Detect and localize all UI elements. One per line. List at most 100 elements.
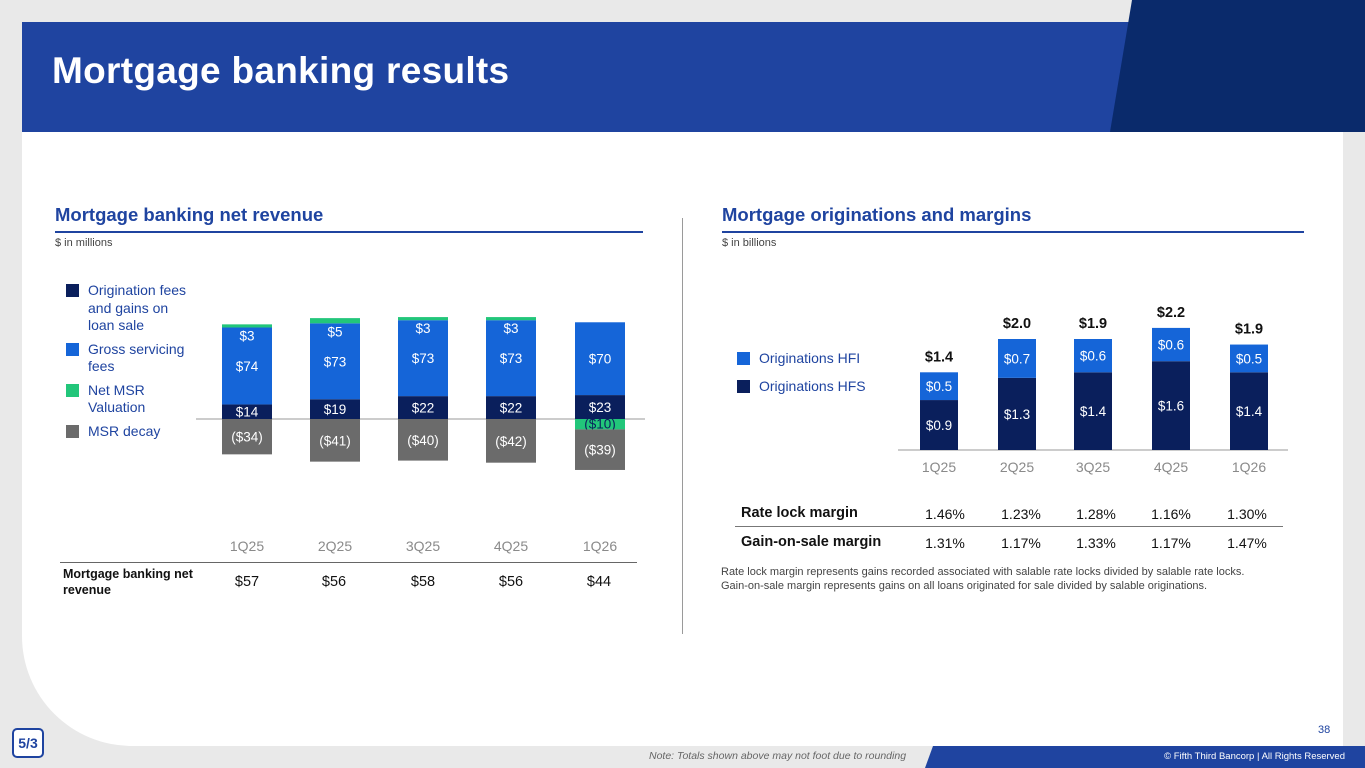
footnote-line: Gain-on-sale margin represents gains on … <box>721 579 1208 592</box>
revenue-rule <box>60 562 637 563</box>
x-tick-label: 3Q25 <box>406 538 440 554</box>
legend-item: Origination fees and gains on loan sale <box>66 282 196 335</box>
data-label: $0.7 <box>1004 351 1030 366</box>
legend-item: Originations HFS <box>737 378 866 396</box>
data-label: $74 <box>236 359 259 374</box>
data-label: $0.5 <box>1236 351 1262 366</box>
gain-on-sale-value: 1.47% <box>1227 535 1267 551</box>
rate-lock-value: 1.28% <box>1076 506 1116 522</box>
data-label: $19 <box>324 402 347 417</box>
gain-on-sale-value: 1.17% <box>1001 535 1041 551</box>
bar-origination-fees-and-gains-on-loan-sale <box>486 396 536 419</box>
bar-originations-hfs <box>1074 372 1112 450</box>
fifth-third-logo: 5/3 <box>12 728 44 758</box>
bar-originations-hfi <box>920 372 958 401</box>
bar-originations-hfs <box>1230 372 1268 450</box>
data-label: ($40) <box>407 433 439 448</box>
x-tick-label: 2Q25 <box>318 538 352 554</box>
revenue-value: $56 <box>498 574 524 590</box>
legend-label: Gross servicing fees <box>88 340 185 375</box>
data-label: $22 <box>500 401 523 416</box>
bar-msr-decay <box>222 419 272 455</box>
data-label: $1.6 <box>1158 399 1184 414</box>
total-label: $2.0 <box>1003 316 1031 332</box>
bar-origination-fees-and-gains-on-loan-sale <box>310 399 360 419</box>
bar-gross-servicing-fees <box>310 323 360 400</box>
legend-swatch <box>66 342 79 356</box>
legend-label: Originations HFI <box>759 350 861 366</box>
bar-originations-hfs <box>998 377 1036 450</box>
bar-originations-hfs <box>920 400 958 450</box>
x-tick-label: 1Q26 <box>583 538 617 554</box>
rate-lock-value: 1.23% <box>1001 506 1041 522</box>
margin-table-rule <box>735 526 1283 527</box>
x-tick-label: 4Q25 <box>1154 459 1188 475</box>
legend-item: Net MSR Valuation <box>66 382 196 417</box>
rounding-note: Note: Totals shown above may not foot du… <box>649 750 907 762</box>
revenue-value: $58 <box>410 574 436 590</box>
margin-footnote: Rate lock margin represents gains record… <box>721 566 1244 593</box>
total-label: $1.9 <box>1079 316 1107 332</box>
bar-net-msr-valuation <box>222 324 272 328</box>
revenue-value: $44 <box>586 574 612 590</box>
data-label: ($42) <box>495 434 527 449</box>
bar-origination-fees-and-gains-on-loan-sale <box>222 404 272 419</box>
bar-origination-fees-and-gains-on-loan-sale <box>398 396 448 419</box>
x-tick-label: 4Q25 <box>494 538 528 554</box>
bar-net-msr-valuation <box>575 419 625 430</box>
header-accent <box>1110 0 1365 132</box>
rate-lock-value: 1.46% <box>925 506 965 522</box>
right-legend: Originations HFI Originations HFS <box>737 350 866 405</box>
data-label: $0.6 <box>1158 338 1184 353</box>
revenue-value: $56 <box>321 574 347 590</box>
legend-swatch <box>66 383 79 397</box>
data-label: $22 <box>412 401 435 416</box>
bar-msr-decay <box>398 419 448 461</box>
bar-originations-hfi <box>1230 344 1268 373</box>
right-units: $ in billions <box>722 237 777 249</box>
copyright: © Fifth Third Bancorp | All Rights Reser… <box>1164 751 1345 762</box>
rate-lock-value: 1.30% <box>1227 506 1267 522</box>
legend-label: MSR decay <box>88 422 161 439</box>
data-label: $73 <box>324 354 347 369</box>
x-tick-label: 2Q25 <box>1000 459 1034 475</box>
right-section-title: Mortgage originations and margins <box>722 204 1032 225</box>
bar-gross-servicing-fees <box>486 320 536 397</box>
data-label: ($39) <box>584 443 616 458</box>
left-section-title: Mortgage banking net revenue <box>55 204 324 225</box>
x-tick-label: 3Q25 <box>1076 459 1110 475</box>
data-label: $3 <box>239 328 254 343</box>
data-label: $3 <box>503 321 518 336</box>
legend-item: Gross servicing fees <box>66 341 196 376</box>
bar-origination-fees-and-gains-on-loan-sale <box>575 395 625 419</box>
data-label: $1.4 <box>1236 404 1263 419</box>
data-label: $23 <box>589 400 612 415</box>
rate-lock-label: Rate lock margin <box>741 505 858 521</box>
bar-msr-decay <box>486 419 536 463</box>
x-tick-label: 1Q26 <box>1232 459 1266 475</box>
total-label: $2.2 <box>1157 305 1185 321</box>
bar-originations-hfs <box>1152 361 1190 450</box>
bar-net-msr-valuation <box>310 318 360 324</box>
legend-swatch <box>737 352 750 365</box>
footer-bar <box>925 746 1365 768</box>
page-title: Mortgage banking results <box>52 50 510 91</box>
data-label: $5 <box>327 324 342 339</box>
revenue-value: $57 <box>234 574 260 590</box>
legend-swatch <box>66 424 79 438</box>
rate-lock-value: 1.16% <box>1151 506 1191 522</box>
left-section-rule <box>55 231 643 233</box>
data-label: $70 <box>589 352 612 367</box>
revenue-row-label: Mortgage banking net revenue <box>63 567 193 597</box>
x-tick-label: 1Q25 <box>922 459 956 475</box>
left-legend: Origination fees and gains on loan sale … <box>66 282 196 446</box>
page-number: 38 <box>1318 724 1331 736</box>
gain-on-sale-value: 1.33% <box>1076 535 1116 551</box>
bar-originations-hfi <box>998 339 1036 378</box>
x-tick-label: 1Q25 <box>230 538 264 554</box>
gain-on-sale-label: Gain-on-sale margin <box>741 534 882 550</box>
data-label: $73 <box>500 351 523 366</box>
total-label: $1.4 <box>925 349 953 365</box>
